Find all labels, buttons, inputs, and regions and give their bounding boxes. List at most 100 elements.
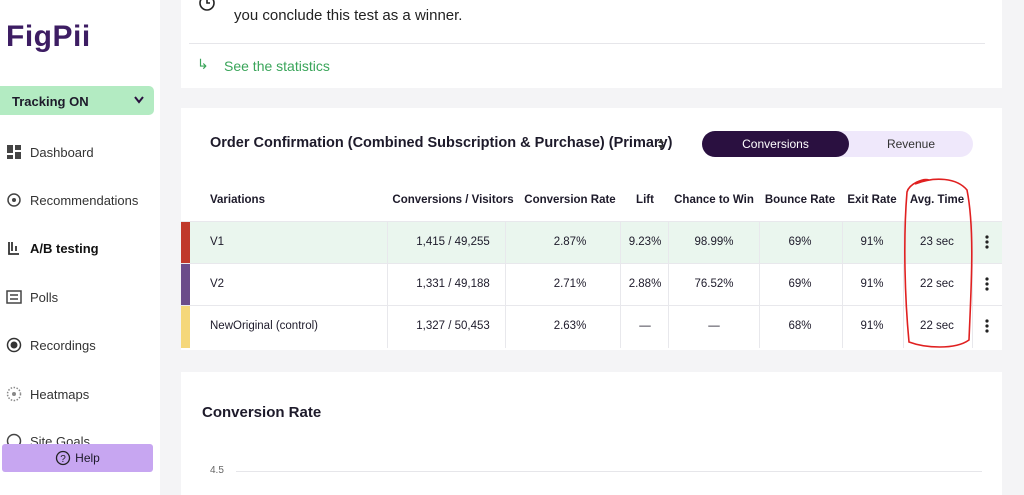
table-cell: 2.88% (628, 278, 662, 290)
table-row: V1 1,415 / 49,255 2.87% 9.23% 98.99% 69% 91% 23… (181, 221, 1002, 264)
column-header: Bounce Rate (764, 194, 836, 206)
help-label: Help (75, 451, 100, 465)
chart-title: Conversion Rate (202, 404, 322, 421)
table-cell: 2.87% (553, 236, 587, 248)
column-divider (759, 306, 760, 348)
column-header: Avg. Time (909, 194, 965, 206)
variation-color (181, 264, 190, 306)
column-divider (842, 222, 843, 264)
variation-color (181, 222, 190, 264)
column-divider (759, 222, 760, 264)
table-cell: 69% (788, 278, 812, 290)
column-divider (387, 222, 388, 264)
notice-card: you conclude this test as a winner. ↳ Se… (181, 0, 1002, 88)
variation-color (181, 306, 190, 348)
y-tick-label: 4.5 (210, 465, 224, 476)
statistics-link[interactable]: See the statistics (224, 58, 330, 74)
sidebar: FigPii Tracking ON Dashboard Recommendat… (0, 0, 160, 495)
column-header: Conversions / Visitors (392, 194, 514, 206)
toggle-option[interactable]: Revenue (886, 137, 936, 151)
table-cell: 22 sec (920, 278, 954, 290)
clock-icon (199, 0, 215, 11)
nav-item[interactable]: A/B testing (6, 240, 99, 256)
column-divider (842, 306, 843, 348)
nav-item[interactable]: Polls (6, 289, 58, 305)
column-divider (972, 264, 973, 306)
table-cell: 22 sec (920, 320, 954, 332)
column-divider (972, 222, 973, 264)
table-cell: NewOriginal (control) (210, 320, 319, 332)
column-divider (387, 306, 388, 348)
help-button[interactable]: ? Help (2, 444, 153, 472)
column-header: Variations (210, 194, 265, 206)
divider (189, 43, 985, 44)
column-divider (759, 264, 760, 306)
column-divider (668, 222, 669, 264)
column-header: Chance to Win (674, 194, 754, 206)
table-cell: 1,331 / 49,188 (416, 278, 490, 290)
table-cell: 1,327 / 50,453 (416, 320, 490, 332)
nav-item[interactable]: Heatmaps (6, 386, 89, 402)
column-divider (387, 264, 388, 306)
nav-label: Heatmaps (30, 386, 90, 402)
notice-text: you conclude this test as a winner. (234, 7, 463, 24)
nav-item[interactable]: Recommendations (6, 192, 138, 208)
chevron (134, 96, 144, 104)
column-divider (972, 306, 973, 348)
sort-icon (658, 139, 664, 149)
table-cell: 69% (788, 236, 812, 248)
nav-label: Dashboard (30, 144, 94, 160)
nav-item[interactable]: Recordings (6, 337, 96, 353)
column-divider (903, 306, 904, 348)
svg-text:?: ? (60, 454, 66, 465)
column-header: Conversion Rate (524, 194, 616, 206)
goal-title[interactable]: Order Confirmation (Combined Subscriptio… (210, 135, 673, 151)
column-divider (620, 264, 621, 306)
row-menu[interactable] (984, 277, 990, 296)
table-cell: 2.63% (553, 320, 587, 332)
column-divider (668, 306, 669, 348)
column-divider (668, 264, 669, 306)
column-divider (903, 222, 904, 264)
table-cell: V1 (210, 236, 225, 248)
column-divider (505, 306, 506, 348)
table-row: NewOriginal (control) 1,327 / 50,453 2.63%… (181, 305, 1002, 348)
table-cell: — (639, 320, 651, 332)
table-cell: 98.99% (694, 236, 734, 248)
nav-label: Polls (30, 289, 59, 305)
metric-toggle: Conversions Revenue (702, 131, 973, 157)
nav-label: Recordings (30, 337, 96, 353)
grid-line (236, 471, 982, 472)
row-menu[interactable] (984, 235, 990, 254)
link-arrow: ↳ (197, 56, 209, 72)
chart-card: Conversion Rate 4.5 (181, 372, 1002, 495)
row-menu[interactable] (984, 319, 990, 338)
table-cell: 2.71% (553, 278, 587, 290)
column-divider (505, 264, 506, 306)
table-cell: 1,415 / 49,255 (416, 236, 490, 248)
column-header: Lift (636, 194, 654, 206)
toggle-option[interactable]: Conversions (702, 131, 849, 157)
nav-item[interactable]: Dashboard (6, 144, 94, 160)
table-cell: 91% (860, 236, 884, 248)
table-cell: 68% (788, 320, 812, 332)
table-row: V2 1,331 / 49,188 2.71% 2.88% 76.52% 69% 91% 22… (181, 263, 1002, 306)
column-divider (903, 264, 904, 306)
logo[interactable]: FigPii (6, 20, 91, 53)
table-cell: 9.23% (628, 236, 662, 248)
nav-label: Recommendations (30, 192, 139, 208)
table-cell: 91% (860, 278, 884, 290)
column-divider (505, 222, 506, 264)
table-cell: 91% (860, 320, 884, 332)
nav-label: A/B testing (30, 240, 99, 256)
tracking-toggle[interactable]: Tracking ON (0, 86, 154, 115)
column-divider (620, 222, 621, 264)
column-divider (842, 264, 843, 306)
table-cell: — (708, 320, 720, 332)
column-divider (620, 306, 621, 348)
annotation-circle (904, 178, 973, 348)
results-card: Order Confirmation (Combined Subscriptio… (181, 108, 1002, 350)
tracking-label: Tracking ON (12, 94, 89, 109)
table-cell: 76.52% (694, 278, 734, 290)
